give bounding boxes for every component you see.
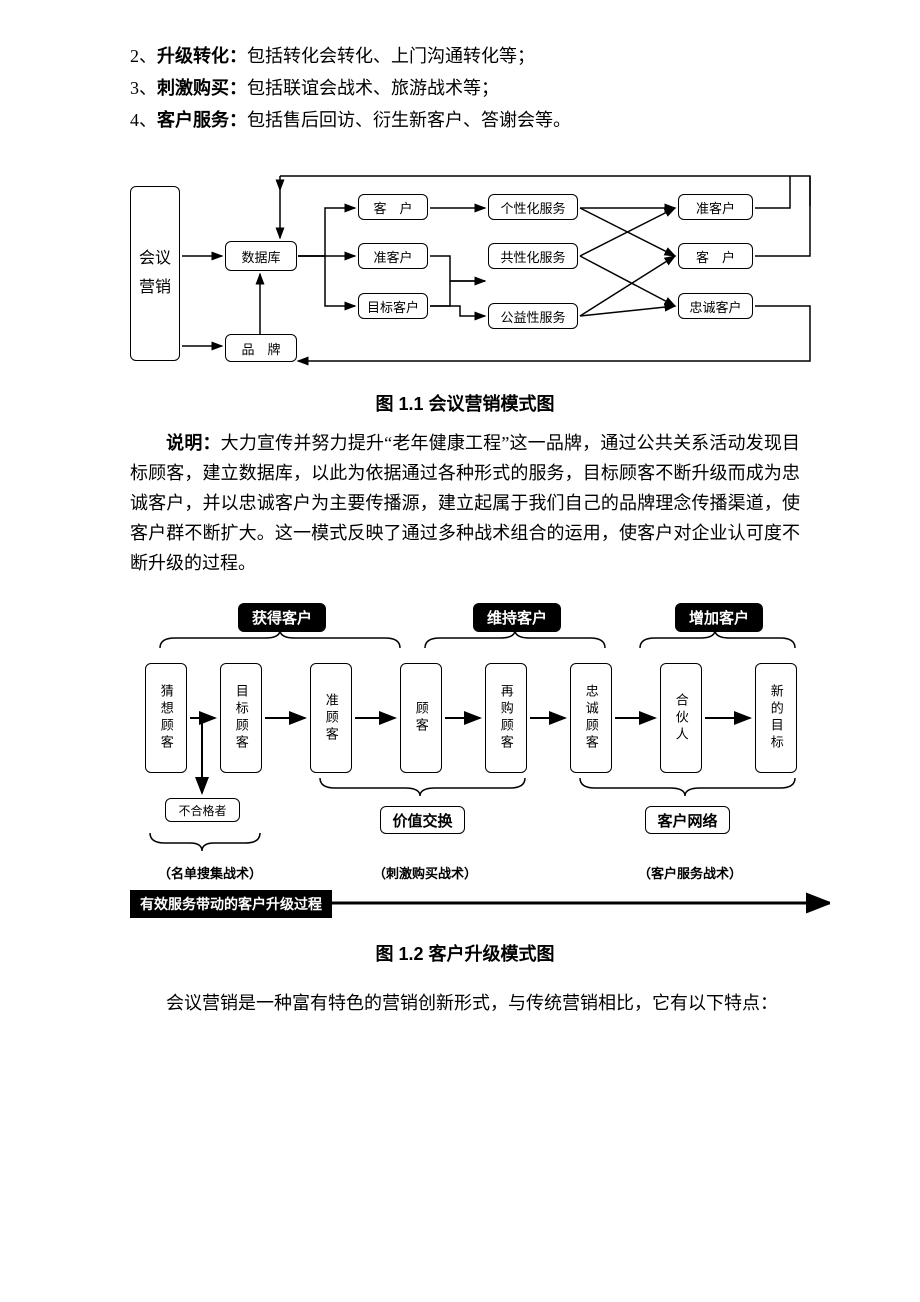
figure-2-caption: 图 1.2 客户升级模式图 (130, 940, 800, 968)
node-public-service: 公益性服务 (488, 303, 578, 329)
node-unqualified: 不合格者 (165, 798, 240, 822)
bottom-bar: 有效服务带动的客户升级过程 (130, 890, 332, 918)
node-pre-customer: 准客户 (358, 243, 428, 269)
closing-text: 会议营销是一种富有特色的营销创新形式，与传统营销相比，它有以下特点： (166, 993, 778, 1013)
figure-1: 会议营销 数据库 品 牌 客 户 准客户 目标客户 个性化服务 共性化服务 公益… (130, 166, 800, 418)
node-side-text: 会议营销 (137, 245, 173, 303)
stage-3: 准顾客 (310, 663, 352, 773)
stage-5: 再购顾客 (485, 663, 527, 773)
explanation-lead: 说明： (166, 433, 221, 453)
list-num: 4、 (130, 110, 157, 130)
list-item-2: 2、升级转化：包括转化会转化、上门沟通转化等； (130, 40, 800, 72)
figure-1-caption: 图 1.1 会议营销模式图 (130, 390, 800, 418)
node-loyal: 忠诚客户 (678, 293, 753, 319)
pill-keep: 维持客户 (473, 603, 561, 632)
tactic-2: （刺激购买战术） (355, 863, 495, 882)
list-body: 包括联谊会战术、旅游战术等； (247, 78, 499, 98)
list-title: 刺激购买： (157, 78, 247, 98)
list-num: 3、 (130, 78, 157, 98)
explanation-paragraph: 说明：大力宣传并努力提升“老年健康工程”这一品牌，通过公共关系活动发现目标顾客，… (130, 428, 800, 578)
node-customer: 客 户 (358, 194, 428, 220)
closing-paragraph: 会议营销是一种富有特色的营销创新形式，与传统营销相比，它有以下特点： (130, 988, 800, 1018)
node-database: 数据库 (225, 241, 297, 271)
list-title: 客户服务： (157, 110, 247, 130)
pill-get: 获得客户 (238, 603, 326, 632)
list-body: 包括售后回访、衍生新客户、答谢会等。 (247, 110, 571, 130)
tactic-3: （客户服务战术） (620, 863, 760, 882)
list-num: 2、 (130, 46, 157, 66)
list-item-4: 4、客户服务：包括售后回访、衍生新客户、答谢会等。 (130, 104, 800, 136)
node-common-service: 共性化服务 (488, 243, 578, 269)
list-body: 包括转化会转化、上门沟通转化等； (247, 46, 535, 66)
node-target-customer: 目标客户 (358, 293, 428, 319)
stage-1: 猜想顾客 (145, 663, 187, 773)
stage-6: 忠诚顾客 (570, 663, 612, 773)
node-personal-service: 个性化服务 (488, 194, 578, 220)
tactic-1: （名单搜集战术） (140, 863, 280, 882)
pill-add: 增加客户 (675, 603, 763, 632)
node-r-customer: 客 户 (678, 243, 753, 269)
node-customer-network: 客户网络 (645, 806, 730, 834)
stage-4: 顾客 (400, 663, 442, 773)
stage-8: 新的目标 (755, 663, 797, 773)
stage-7: 合伙人 (660, 663, 702, 773)
node-brand: 品 牌 (225, 334, 297, 362)
node-r-pre: 准客户 (678, 194, 753, 220)
stage-2: 目标顾客 (220, 663, 262, 773)
node-value-exchange: 价值交换 (380, 806, 465, 834)
explanation-body: 大力宣传并努力提升“老年健康工程”这一品牌，通过公共关系活动发现目标顾客，建立数… (130, 433, 800, 573)
list-item-3: 3、刺激购买：包括联谊会战术、旅游战术等； (130, 72, 800, 104)
figure-2: 获得客户 维持客户 增加客户 猜想顾客 目标顾客 准顾客 顾客 再购顾客 忠诚顾… (130, 608, 800, 968)
list-title: 升级转化： (157, 46, 247, 66)
node-side: 会议营销 (130, 186, 180, 361)
